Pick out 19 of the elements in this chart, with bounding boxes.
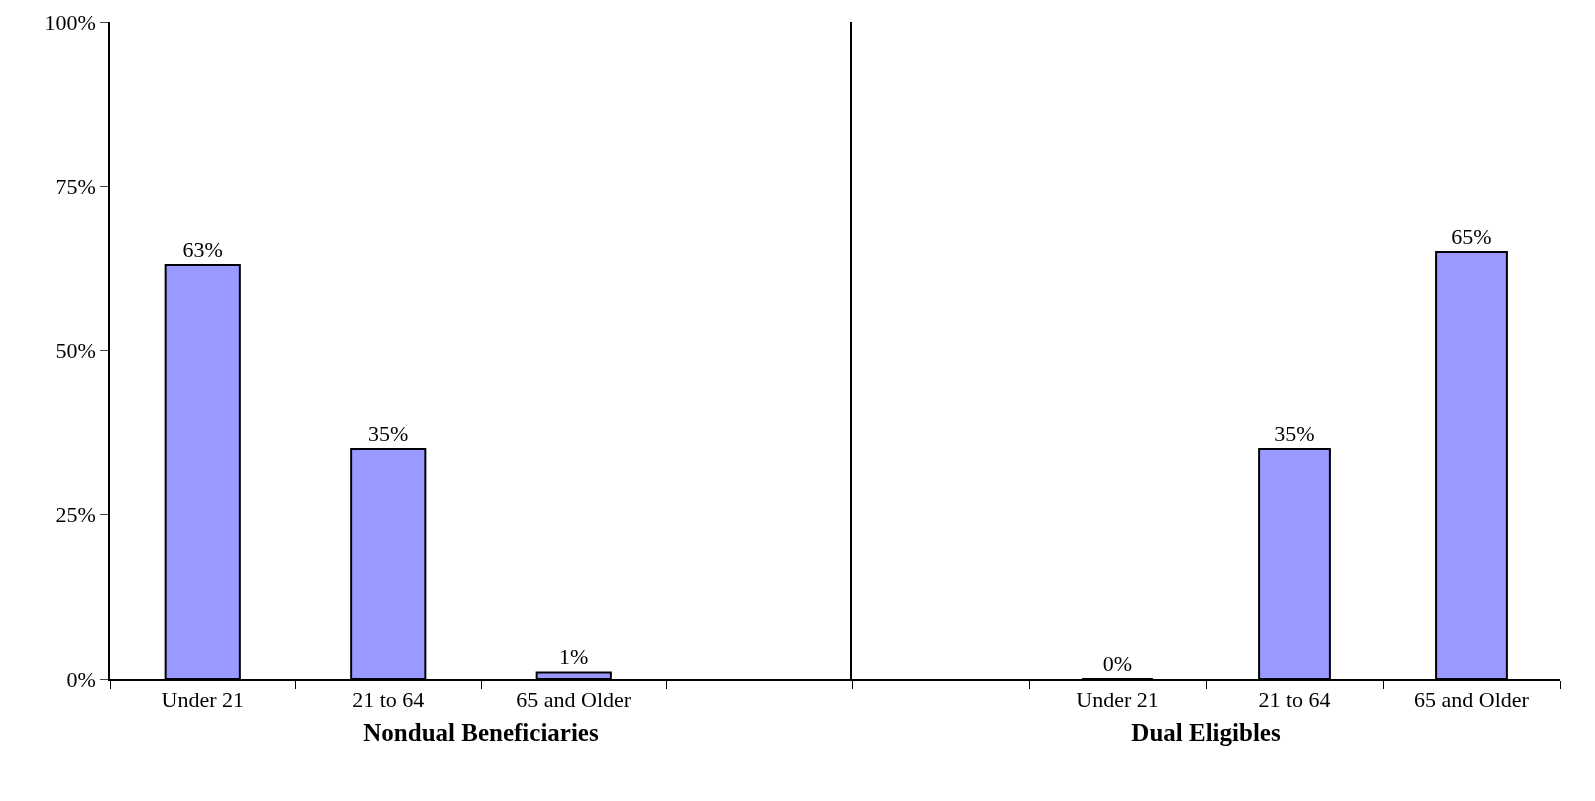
y-tick-label: 50% — [55, 338, 96, 364]
data-label: 35% — [368, 421, 409, 447]
data-label: 63% — [182, 237, 223, 263]
data-label: 65% — [1451, 223, 1492, 249]
y-tick-label: 100% — [44, 9, 96, 35]
x-tick-label: Under 21 — [1076, 687, 1159, 713]
y-tick-label: 25% — [55, 502, 96, 528]
x-axis-title: Dual Eligibles — [1131, 718, 1281, 746]
data-label: 0% — [1102, 651, 1133, 676]
y-tick-label: 75% — [55, 173, 96, 199]
x-tick-label: Under 21 — [161, 687, 244, 713]
x-tick-label: 65 and Older — [1414, 687, 1530, 713]
data-label: 1% — [559, 644, 589, 670]
x-tick-label: 65 and Older — [516, 687, 632, 713]
y-tick-label: 0% — [66, 666, 96, 692]
x-axis-title: Nondual Beneficiaries — [363, 718, 599, 746]
x-tick-label: 21 to 64 — [1258, 687, 1331, 713]
data-label: 35% — [1274, 421, 1315, 447]
x-tick-label: 21 to 64 — [352, 687, 425, 713]
